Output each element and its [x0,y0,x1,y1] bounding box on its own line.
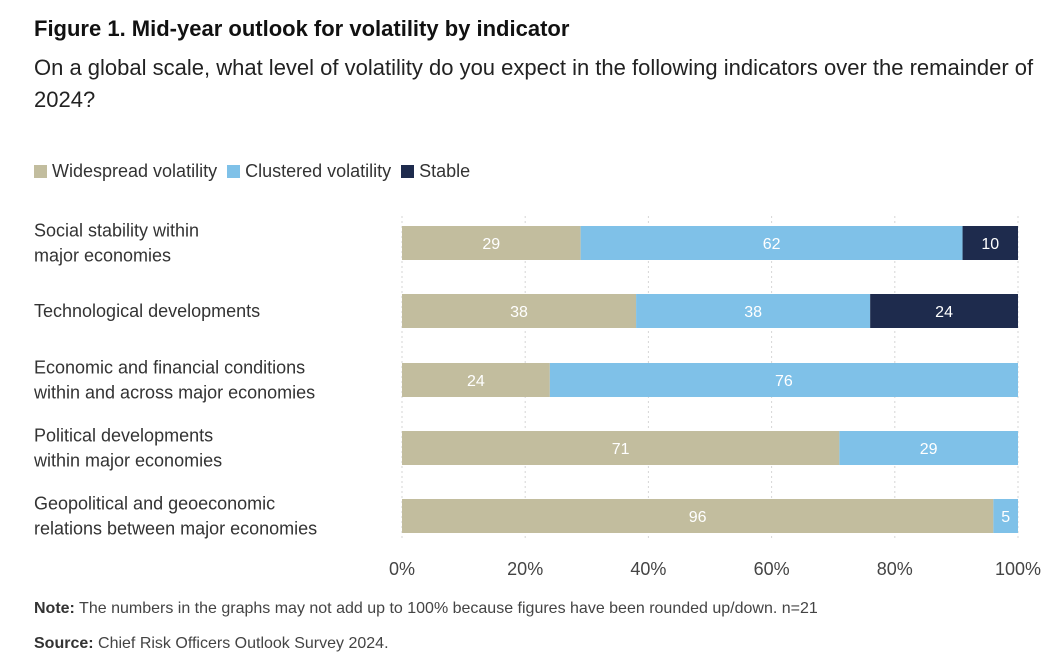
note-label: Note: [34,600,75,617]
bar-widespread-volatility [402,499,994,533]
category-label: within and across major economies [33,383,315,403]
bar-clustered-volatility [580,226,963,260]
legend-label-stable: Stable [419,161,471,181]
legend-item-clustered: Clustered volatility [227,161,391,182]
chart-title: Figure 1. Mid-year outlook for volatilit… [34,16,570,41]
data-label: 29 [482,236,500,253]
data-label: 38 [744,304,762,321]
legend-label-clustered: Clustered volatility [245,161,392,181]
bar-stable [870,294,1018,328]
legend-swatch-widespread [34,165,47,178]
data-label: 96 [689,509,707,526]
data-label: 62 [763,236,781,253]
chart-subtitle: On a global scale, what level of volatil… [34,55,1034,112]
bar-clustered-volatility [636,294,871,328]
bar-stable [962,226,1018,260]
x-tick-label: 0% [389,559,415,579]
bar-clustered-volatility [839,431,1018,465]
data-label: 5 [1001,509,1010,526]
category-label: major economies [34,246,171,266]
legend-label-widespread: Widespread volatility [52,161,218,181]
x-tick-label: 20% [507,559,543,579]
category-label: Social stability within [34,221,199,241]
source-label: Source: [34,635,94,652]
data-label: 10 [981,236,999,253]
category-label: relations between major economies [34,519,317,539]
data-label: 76 [775,373,793,390]
note-text: The numbers in the graphs may not add up… [74,600,818,617]
x-tick-label: 40% [630,559,666,579]
category-label: Political developments [34,426,213,446]
category-label: Economic and financial conditions [34,358,305,378]
legend: Widespread volatility Clustered volatili… [34,161,480,182]
category-label: Technological developments [34,301,260,321]
chart-source: Source: Chief Risk Officers Outlook Surv… [34,635,389,653]
x-tick-label: 60% [754,559,790,579]
legend-item-stable: Stable [401,161,470,182]
data-label: 38 [510,304,528,321]
x-tick-label: 80% [877,559,913,579]
data-label: 71 [612,441,630,458]
legend-swatch-clustered [227,165,241,178]
data-label: 29 [920,441,938,458]
stacked-bar-chart: 0% 20% 40% 60% 80% 100% Social stability withi… [33,216,1041,579]
chart-note: Note: The numbers in the graphs may not … [34,600,818,618]
data-label: 24 [935,304,953,321]
bar-clustered-volatility [549,363,1018,397]
bar-widespread-volatility [402,294,637,328]
x-tick-label: 100% [995,559,1041,579]
bar-widespread-volatility [402,226,581,260]
legend-item-widespread: Widespread volatility [34,161,217,182]
bar-clustered-volatility [993,499,1018,533]
bar-widespread-volatility [402,431,840,465]
category-label: within major economies [33,451,222,471]
bar-widespread-volatility [402,363,550,397]
category-label: Geopolitical and geoeconomic [34,494,275,514]
source-text: Chief Risk Officers Outlook Survey 2024. [93,635,389,652]
data-label: 24 [467,373,485,390]
legend-swatch-stable [401,165,415,178]
